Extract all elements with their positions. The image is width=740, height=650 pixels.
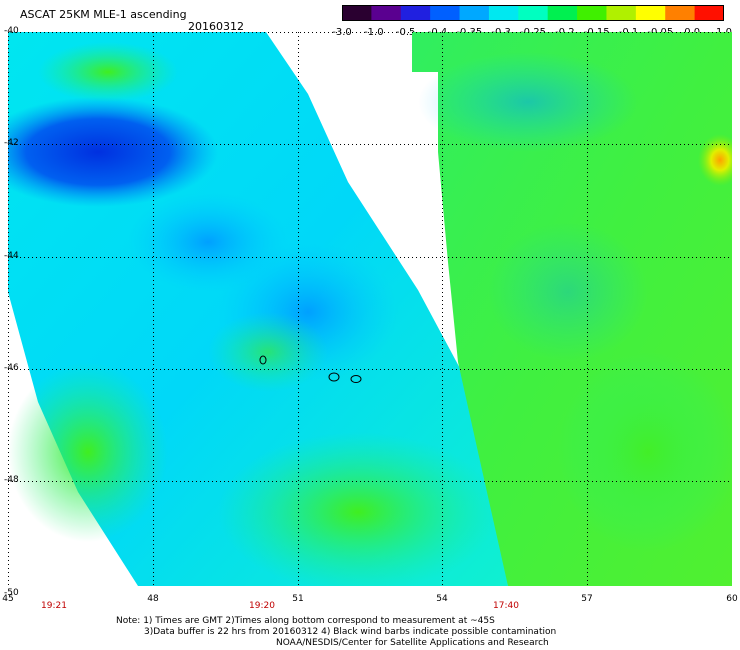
green-region [208, 312, 328, 392]
green-region [8, 362, 168, 542]
cyan-region [418, 52, 638, 152]
map-date: 20160312 [188, 20, 244, 33]
colorbar-swatch [518, 5, 549, 21]
map-title: ASCAT 25KM MLE-1 ascending [20, 8, 187, 21]
lon-label: 54 [436, 594, 448, 604]
blue-region [128, 192, 288, 292]
colorbar-label: -0.5 [395, 27, 416, 38]
scatterometer-map [8, 32, 732, 586]
lat-label: -46 [4, 363, 19, 373]
colorbar-label: -1.0 [364, 27, 384, 38]
colorbar-swatch [577, 5, 607, 21]
note-line-3: NOAA/NESDIS/Center for Satellite Applica… [276, 638, 549, 648]
colorbar-swatch [400, 5, 431, 21]
time-label: 19:20 [249, 601, 275, 611]
islands [259, 355, 362, 383]
lat-label: -48 [4, 475, 19, 485]
note-line-2: 3)Data buffer is 22 hrs from 20160312 4)… [144, 627, 557, 637]
lon-label: 48 [147, 594, 159, 604]
colorbar-swatch [606, 5, 637, 21]
lat-lon-grid [8, 32, 732, 586]
colorbar-swatch [459, 5, 490, 21]
colorbar-swatch [342, 5, 372, 21]
colorbar-swatch [371, 5, 402, 21]
colorbar-swatch [430, 5, 461, 21]
colorbar [342, 5, 724, 21]
lat-label: -42 [4, 138, 19, 148]
lon-label: 57 [581, 594, 593, 604]
colorbar-swatch [547, 5, 578, 21]
lon-label: 51 [292, 594, 304, 604]
cyan-region [488, 222, 648, 362]
note-line-1: Note: 1) Times are GMT 2)Times along bot… [116, 616, 495, 626]
green-region [38, 42, 178, 102]
lat-label: -44 [4, 251, 19, 261]
lon-label: 45 [2, 594, 14, 604]
time-label: 19:21 [41, 601, 67, 611]
colorbar-swatch [694, 5, 724, 21]
colorbar-swatch [635, 5, 666, 21]
lon-label: 60 [726, 594, 738, 604]
lat-label: -40 [4, 26, 19, 36]
green-region [218, 432, 498, 586]
yellow-region [698, 134, 732, 186]
colorbar-label: -3.0 [332, 27, 352, 38]
green-region [558, 352, 732, 552]
blue-region [8, 97, 218, 207]
colorbar-border [342, 5, 724, 21]
colorbar-swatch [488, 5, 519, 21]
colorbar-swatch [665, 5, 696, 21]
time-label: 17:40 [493, 601, 519, 611]
lat-label: -50 [4, 588, 19, 598]
